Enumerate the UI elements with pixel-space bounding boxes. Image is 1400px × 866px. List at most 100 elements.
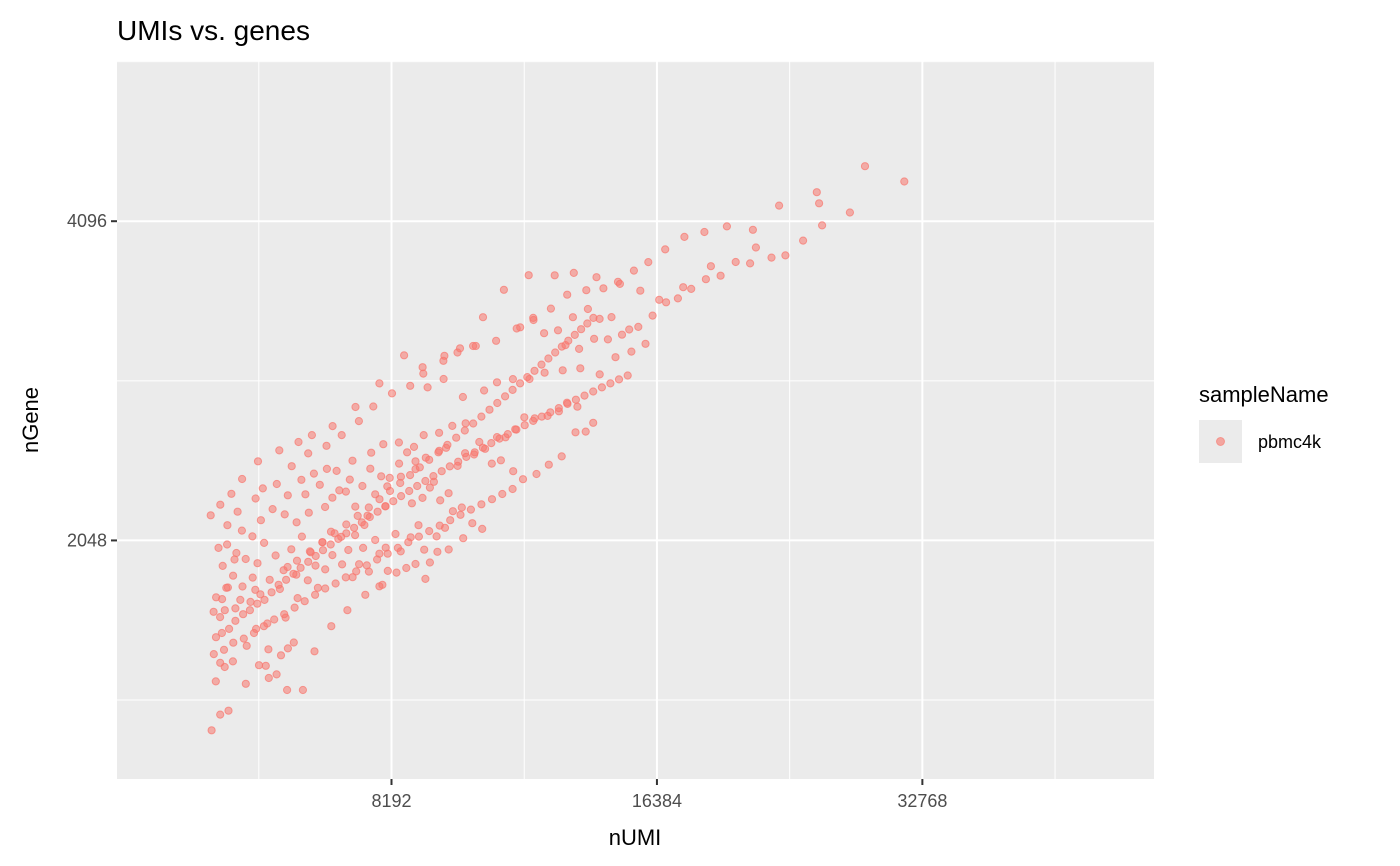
data-point	[354, 417, 363, 426]
data-point	[287, 462, 296, 471]
data-point	[583, 304, 593, 314]
data-point	[300, 597, 309, 606]
data-point	[223, 540, 232, 549]
data-point	[328, 493, 337, 502]
data-point	[385, 486, 395, 496]
x-tick-label: 8192	[371, 791, 411, 811]
data-point	[546, 304, 556, 313]
data-point	[418, 493, 427, 502]
data-point	[434, 448, 443, 457]
data-point	[249, 628, 259, 638]
data-point	[546, 408, 555, 417]
data-point	[636, 286, 645, 295]
data-point	[397, 492, 406, 501]
data-point	[305, 547, 314, 556]
data-point	[276, 651, 286, 660]
data-point	[309, 469, 318, 478]
data-point	[540, 368, 549, 377]
data-point	[341, 573, 350, 582]
data-point	[265, 575, 274, 584]
data-point	[523, 373, 532, 382]
data-point	[563, 399, 572, 408]
data-point	[480, 386, 489, 395]
data-point	[540, 329, 549, 338]
data-point	[233, 507, 242, 516]
data-point	[378, 580, 387, 589]
data-point	[411, 457, 420, 466]
data-point	[606, 379, 615, 388]
data-point	[218, 561, 227, 571]
data-point	[644, 258, 653, 267]
data-point	[402, 563, 411, 573]
data-point	[614, 375, 624, 384]
data-points	[206, 162, 909, 735]
data-point	[706, 262, 716, 271]
data-point	[623, 371, 632, 380]
data-point	[292, 518, 301, 527]
data-point	[818, 221, 827, 230]
data-point	[508, 375, 518, 384]
data-point	[860, 162, 870, 171]
data-point	[583, 319, 592, 328]
data-point	[414, 532, 423, 541]
data-point	[568, 313, 578, 322]
data-point	[229, 638, 238, 647]
data-point	[404, 538, 413, 547]
data-point	[419, 369, 428, 378]
data-point	[328, 551, 337, 560]
data-point	[403, 448, 412, 457]
data-point	[236, 595, 245, 605]
data-point	[211, 677, 220, 686]
data-point	[563, 290, 572, 299]
data-point	[242, 641, 251, 650]
data-point	[406, 471, 415, 480]
data-point	[573, 402, 582, 411]
data-point	[369, 402, 378, 411]
data-point	[432, 532, 441, 541]
data-point	[461, 419, 470, 428]
data-point	[448, 421, 457, 430]
data-point	[589, 418, 598, 427]
data-point	[775, 201, 784, 210]
data-point	[469, 419, 478, 428]
plot-panel	[117, 61, 1154, 779]
data-point	[289, 638, 298, 647]
data-point	[411, 559, 420, 569]
data-point	[498, 489, 507, 499]
data-point	[407, 499, 416, 508]
data-point	[345, 475, 354, 484]
data-point	[373, 555, 382, 564]
data-point	[582, 286, 591, 295]
data-point	[393, 543, 402, 553]
data-point	[592, 273, 601, 282]
data-point	[564, 336, 573, 345]
data-point	[900, 177, 909, 186]
data-point	[503, 430, 512, 439]
data-point	[452, 433, 461, 442]
data-point	[341, 487, 350, 496]
data-point	[508, 484, 517, 494]
data-point	[260, 595, 269, 605]
data-point	[815, 199, 824, 208]
data-point	[470, 448, 479, 457]
data-point	[239, 634, 248, 643]
data-point	[383, 549, 392, 558]
data-point	[275, 446, 284, 455]
data-point	[231, 616, 240, 625]
data-point	[389, 497, 398, 506]
data-point	[358, 481, 367, 491]
data-point	[344, 545, 353, 555]
data-point	[391, 529, 400, 539]
data-point	[261, 661, 270, 670]
data-point	[313, 583, 322, 592]
data-point	[454, 457, 463, 466]
data-point	[274, 580, 283, 589]
data-point	[294, 437, 303, 447]
data-point	[315, 480, 324, 489]
data-point	[216, 613, 225, 622]
data-point	[304, 508, 313, 517]
data-point	[478, 443, 487, 452]
data-point	[342, 520, 351, 529]
data-point	[446, 516, 455, 525]
data-point	[445, 462, 454, 471]
